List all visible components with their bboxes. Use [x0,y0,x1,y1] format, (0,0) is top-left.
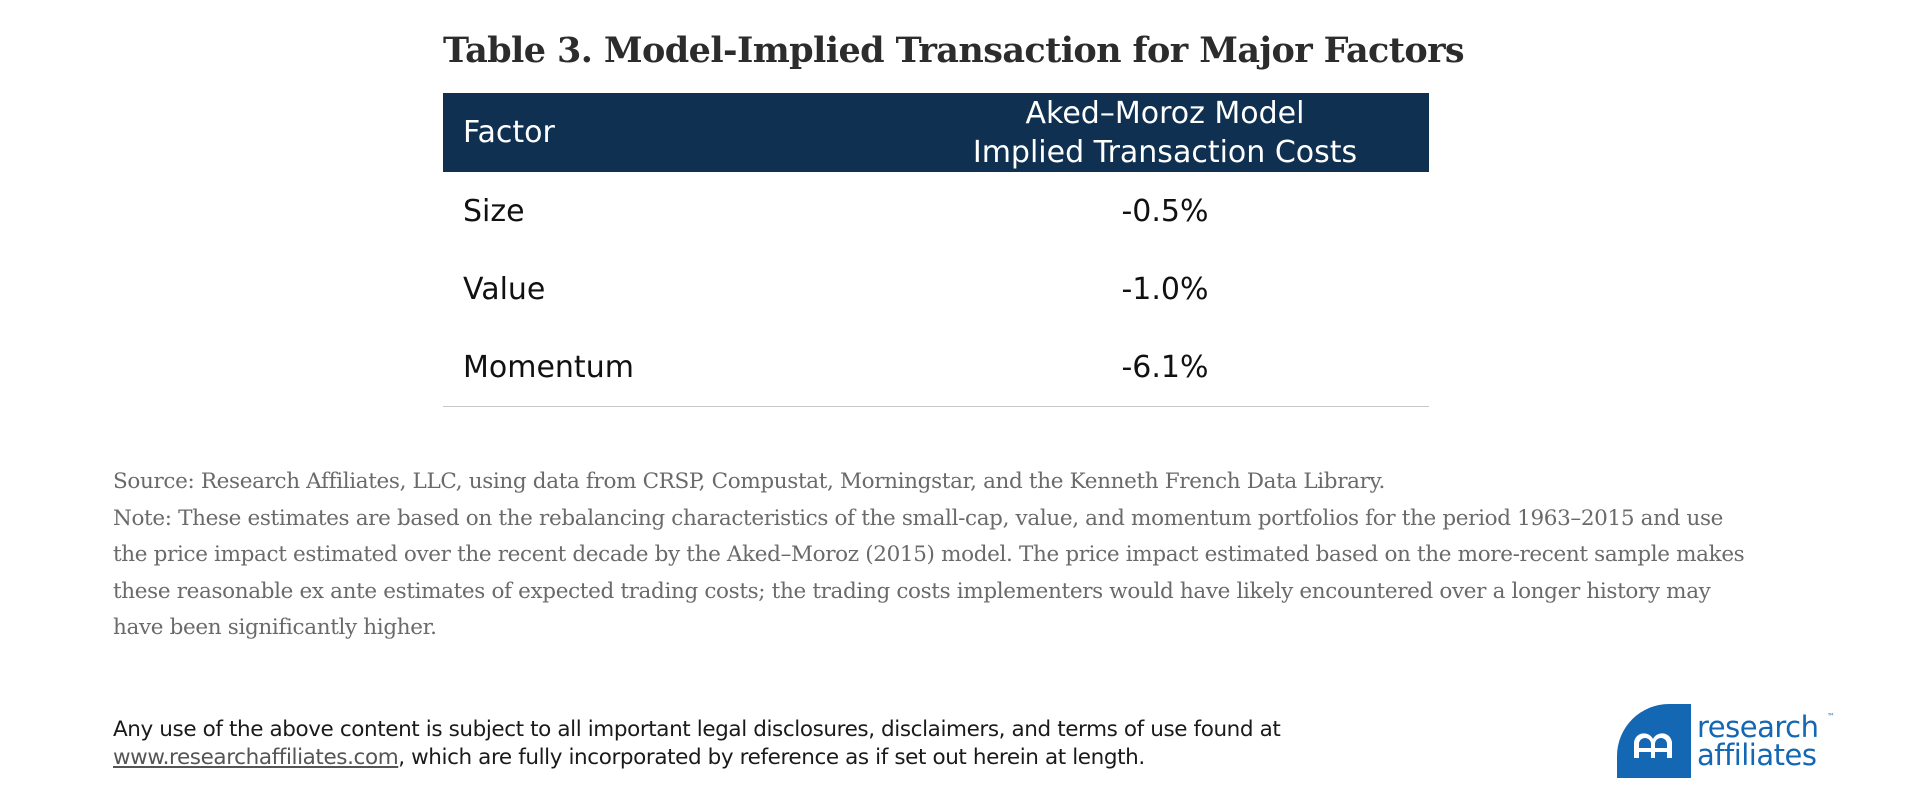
row-factor: Momentum [443,328,821,407]
method-note: Note: These estimates are based on the r… [113,505,1745,641]
row-cost: -6.1% [821,328,1429,407]
table-row: Size -0.5% [443,172,1429,250]
header-implied-costs: Aked–Moroz Model Implied Transaction Cos… [821,93,1429,172]
header-factor: Factor [443,93,821,172]
table-title: Table 3. Model-Implied Transaction for M… [443,30,1465,71]
factor-cost-table: Factor Aked–Moroz Model Implied Transact… [443,93,1429,407]
row-cost: -0.5% [1121,193,1209,229]
logo-mark-icon [1617,704,1691,778]
disclaimer-text: Any use of the above content is subject … [113,717,1281,742]
logo-wordmark: research affiliates [1697,710,1819,772]
table-row: Value -1.0% [443,250,1429,328]
legal-disclaimer: Any use of the above content is subject … [113,716,1281,772]
header-implied-costs-line1: Aked–Moroz Model [1025,95,1305,131]
header-implied-costs-line2: Implied Transaction Costs [972,134,1358,170]
notes-block: Source: Research Affiliates, LLC, using … [113,464,1753,647]
research-affiliates-logo[interactable]: research affiliates ™ [1617,704,1835,778]
source-note: Source: Research Affiliates, LLC, using … [113,469,1385,494]
row-cost: -1.0% [1121,271,1209,307]
table-row: Momentum -6.1% [443,328,1429,407]
trademark-symbol: ™ [1827,712,1835,721]
logo-word-research: research [1697,710,1819,744]
logo-word-affiliates: affiliates [1697,738,1817,772]
row-factor: Value [463,271,546,307]
row-factor: Size [463,193,525,229]
table-header-row: Factor Aked–Moroz Model Implied Transact… [443,93,1429,172]
disclaimer-text-continued: , which are fully incorporated by refere… [398,745,1145,770]
website-link[interactable]: www.researchaffiliates.com [113,745,399,770]
